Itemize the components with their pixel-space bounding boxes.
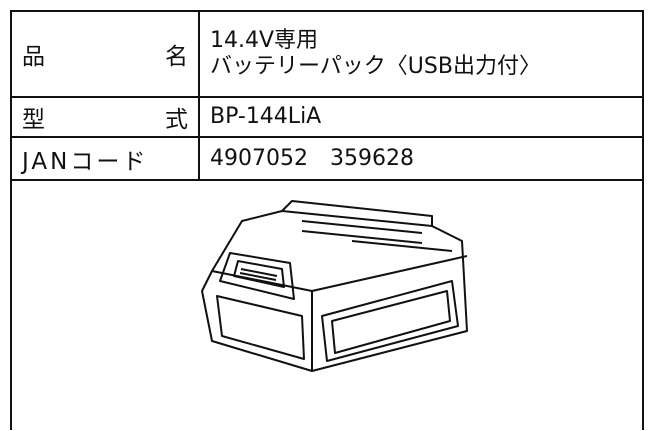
table-row: 型 式 BP-144LiA <box>12 98 642 138</box>
row-label: JANコード <box>12 138 200 179</box>
value-line: BP-144LiA <box>210 104 322 129</box>
row-value: BP-144LiA <box>200 98 642 136</box>
value-line: 14.4V専用 <box>210 28 319 53</box>
value-line: バッテリーパック〈USB出力付〉 <box>210 54 541 79</box>
side-panel <box>321 280 459 362</box>
side-panel-inner <box>331 290 451 354</box>
row-value: 4907052 359628 <box>200 138 642 179</box>
table-row: JANコード 4907052 359628 <box>12 138 642 181</box>
battery-illustration <box>201 200 468 372</box>
spec-table: 品 名 14.4V専用 バッテリーパック〈USB出力付〉 型 式 BP-144L… <box>10 10 644 430</box>
row-label: 型 式 <box>12 98 200 136</box>
latch-grip <box>239 268 278 281</box>
battery-body <box>201 210 468 372</box>
rail <box>281 200 433 226</box>
label-text: 品 名 <box>22 44 188 70</box>
front-panel <box>216 295 305 360</box>
latch <box>219 252 295 300</box>
page: 品 名 14.4V専用 バッテリーパック〈USB出力付〉 型 式 BP-144L… <box>10 10 644 430</box>
value-line: 4907052 359628 <box>210 145 414 171</box>
row-label: 品 名 <box>12 12 200 96</box>
row-value: 14.4V専用 バッテリーパック〈USB出力付〉 <box>200 12 642 96</box>
latch-inner <box>233 260 285 288</box>
rail-line <box>301 220 453 252</box>
label-text: 型 式 <box>22 107 188 133</box>
label-text: JANコード <box>22 148 149 175</box>
table-row: 品 名 14.4V専用 バッテリーパック〈USB出力付〉 <box>12 12 642 98</box>
